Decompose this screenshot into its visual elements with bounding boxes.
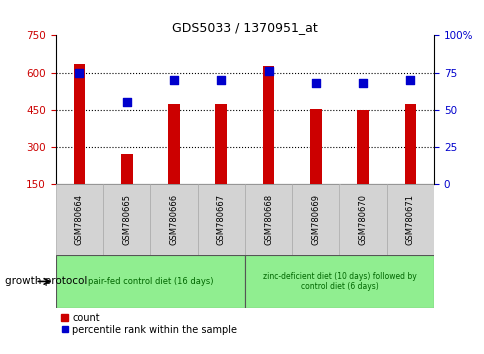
Text: GSM780667: GSM780667 (216, 194, 226, 245)
Bar (244, 184, 291, 255)
Bar (291, 184, 339, 255)
Bar (262, 67, 274, 184)
Bar (121, 154, 132, 184)
Text: GSM780666: GSM780666 (169, 194, 178, 245)
Bar (309, 108, 321, 184)
Text: pair-fed control diet (16 days): pair-fed control diet (16 days) (88, 277, 212, 286)
Bar (56, 255, 244, 308)
Bar (404, 103, 415, 184)
Bar (357, 110, 368, 184)
Text: GSM780671: GSM780671 (405, 194, 414, 245)
Text: GSM780665: GSM780665 (122, 194, 131, 245)
Bar (386, 184, 433, 255)
Point (264, 68, 272, 74)
Point (406, 77, 413, 83)
Point (311, 80, 319, 86)
Bar (244, 255, 433, 308)
Text: GSM780670: GSM780670 (358, 194, 367, 245)
Bar (339, 184, 386, 255)
Point (76, 70, 83, 75)
Text: GSM780664: GSM780664 (75, 194, 84, 245)
Bar (168, 103, 180, 184)
Point (217, 77, 225, 83)
Bar (150, 184, 197, 255)
Bar (103, 184, 150, 255)
Point (359, 80, 366, 86)
Bar (197, 184, 244, 255)
Bar (74, 64, 85, 184)
Legend: count, percentile rank within the sample: count, percentile rank within the sample (60, 313, 237, 335)
Text: GSM780668: GSM780668 (263, 194, 272, 245)
Text: growth protocol: growth protocol (5, 276, 87, 286)
Title: GDS5033 / 1370951_at: GDS5033 / 1370951_at (172, 21, 317, 34)
Point (170, 77, 178, 83)
Text: zinc-deficient diet (10 days) followed by
control diet (6 days): zinc-deficient diet (10 days) followed b… (262, 272, 416, 291)
Bar (56, 184, 103, 255)
Text: GSM780669: GSM780669 (311, 194, 320, 245)
Point (122, 99, 130, 105)
Bar (215, 103, 227, 184)
